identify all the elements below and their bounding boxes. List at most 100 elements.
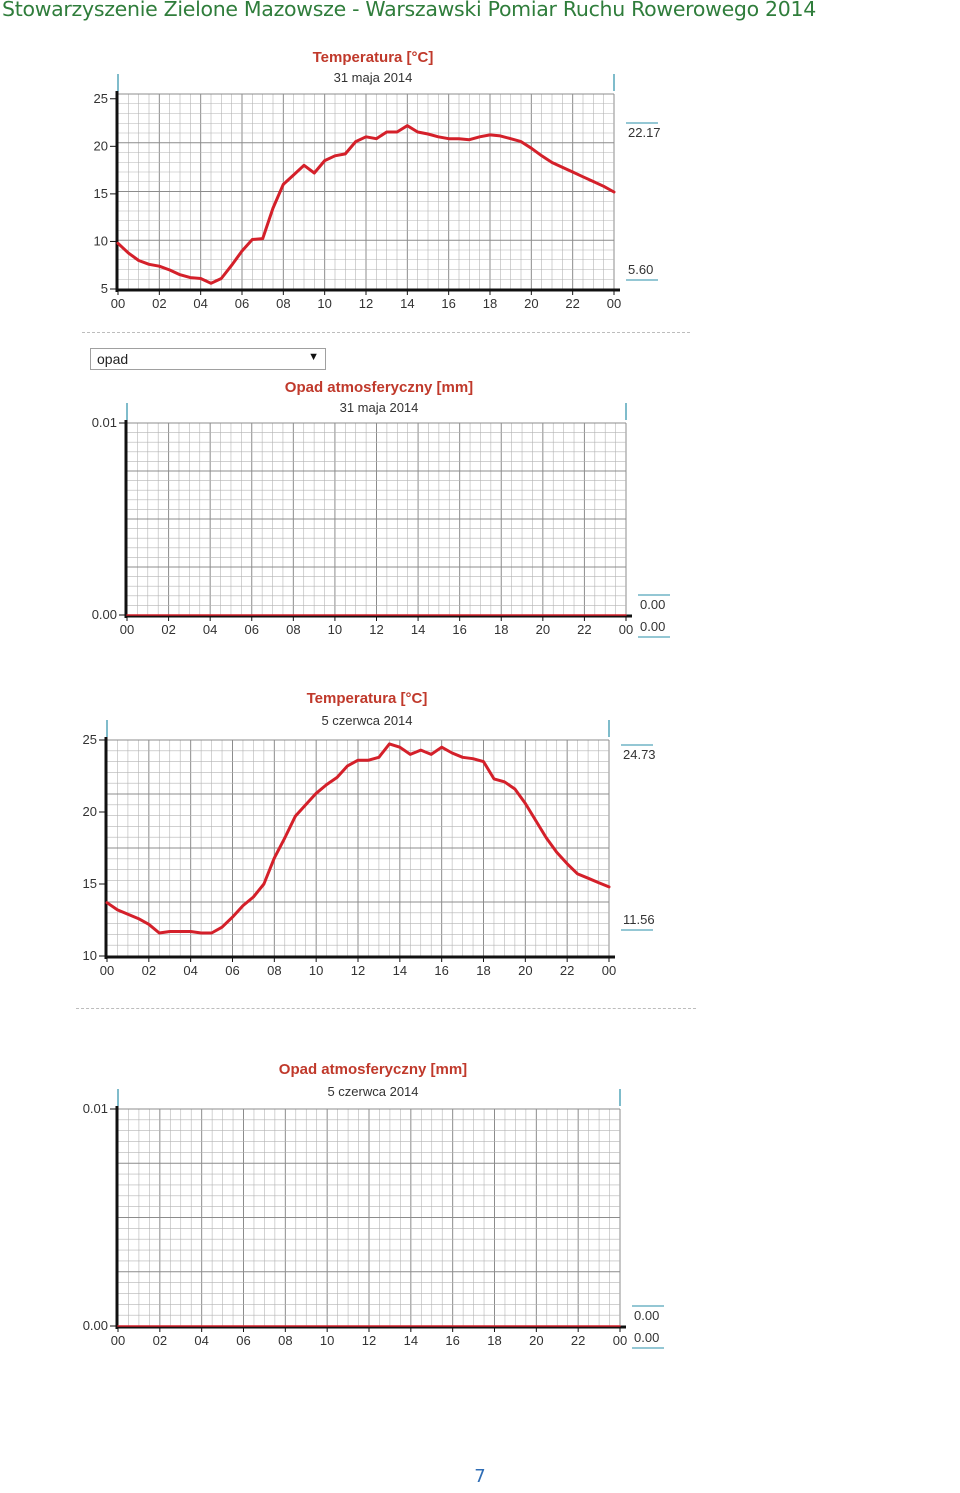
- x-tick-label: 04: [183, 963, 197, 978]
- x-tick-label: 10: [309, 963, 323, 978]
- x-tick-label: 12: [359, 296, 373, 311]
- y-tick-label: 0.00: [92, 607, 117, 622]
- x-tick-label: 02: [153, 1333, 167, 1348]
- x-tick-label: 00: [100, 963, 114, 978]
- y-tick-label: 15: [94, 186, 108, 201]
- y-tick-label: 25: [94, 91, 108, 106]
- x-tick-label: 04: [193, 296, 207, 311]
- precipitation-chart-may-31: 0.00 0.01 00 02 04 06 08 10 12 14 16 18 20 22 00 Opad a…: [92, 379, 670, 638]
- x-tick-label: 00: [111, 1333, 125, 1348]
- x-tick-label: 16: [445, 1333, 459, 1348]
- min-value-label: 5.60: [628, 262, 653, 277]
- y-tick-label: 5: [101, 281, 108, 296]
- x-tick-label: 20: [524, 296, 538, 311]
- x-tick-label: 16: [452, 622, 466, 637]
- x-tick-label: 14: [411, 622, 425, 637]
- x-tick-label: 08: [278, 1333, 292, 1348]
- x-tick-label: 22: [577, 622, 591, 637]
- y-tick-label: 15: [83, 876, 97, 891]
- measurement-select[interactable]: opad ▼: [90, 348, 326, 370]
- x-tick-label: 18: [494, 622, 508, 637]
- chart-title: Opad atmosferyczny [mm]: [285, 379, 473, 396]
- max-value-label: 24.73: [623, 747, 656, 762]
- y-tick-label: 25: [83, 732, 97, 747]
- measurement-select-value: opad: [97, 351, 129, 367]
- y-tick-label: 10: [83, 948, 97, 963]
- x-tick-label: 14: [404, 1333, 418, 1348]
- min-value-label: 11.56: [623, 912, 655, 927]
- x-tick-label: 20: [529, 1333, 543, 1348]
- y-tick-label: 0.01: [83, 1101, 108, 1116]
- chart-subtitle: 5 czerwca 2014: [327, 1084, 418, 1099]
- chevron-down-icon: ▼: [308, 351, 319, 363]
- precipitation-chart-june-5: 0.00 0.01 00 02 04 06 08 10 12 14 16 18 20 22 00 Opad a…: [83, 1061, 664, 1349]
- x-tick-label: 00: [120, 622, 134, 637]
- x-tick-label: 00: [111, 296, 125, 311]
- x-tick-label: 06: [235, 296, 249, 311]
- chart-grid: [117, 93, 615, 290]
- chart-subtitle: 31 maja 2014: [340, 400, 419, 415]
- y-tick-label: 10: [94, 233, 108, 248]
- x-tick-label: 14: [393, 963, 407, 978]
- x-tick-label: 12: [362, 1333, 376, 1348]
- chart-title: Opad atmosferyczny [mm]: [279, 1061, 467, 1078]
- page-number: 7: [474, 1466, 486, 1487]
- max-value-label: 22.17: [628, 125, 661, 140]
- temperature-chart-may-31: 5 10 15 20 25 00 02 04 06 08 10 12 14 16 18 20 22 00 Tempe…: [94, 49, 661, 311]
- y-tick-label: 0.00: [83, 1318, 108, 1333]
- x-tick-label: 22: [560, 963, 574, 978]
- x-tick-label: 02: [142, 963, 156, 978]
- x-tick-label: 22: [565, 296, 579, 311]
- max-value-label: 0.00: [634, 1308, 659, 1323]
- x-tick-label: 20: [518, 963, 532, 978]
- temperature-chart-june-5: 10 15 20 25 00 02 04 06 08 10 12 14 16 18 20 22 00 Temper…: [83, 690, 656, 978]
- y-tick-label: 20: [83, 804, 97, 819]
- x-tick-label: 14: [400, 296, 414, 311]
- min-value-label: 0.00: [634, 1330, 659, 1345]
- x-tick-label: 08: [286, 622, 300, 637]
- chart-grid: [117, 1108, 621, 1327]
- x-tick-label: 06: [245, 622, 259, 637]
- x-tick-label: 18: [476, 963, 490, 978]
- x-tick-label: 18: [483, 296, 497, 311]
- chart-title: Temperatura [°C]: [307, 690, 428, 707]
- chart-title: Temperatura [°C]: [313, 49, 434, 66]
- x-tick-label: 02: [152, 296, 166, 311]
- x-tick-label: 04: [203, 622, 217, 637]
- x-tick-label: 20: [536, 622, 550, 637]
- chart-plot-area: 10 15 20 25 00 02 04 06 08 10 12 14 16 18 20 22 00 Temper…: [83, 690, 656, 978]
- x-tick-label: 04: [194, 1333, 208, 1348]
- x-tick-label: 02: [161, 622, 175, 637]
- chart-plot-area: 0.00 0.01 00 02 04 06 08 10 12 14 16 18 20 22 00 Opad a…: [83, 1061, 664, 1349]
- chart-grid: [126, 422, 627, 616]
- x-tick-label: 06: [225, 963, 239, 978]
- section-divider: [82, 332, 690, 333]
- chart-subtitle: 5 czerwca 2014: [321, 713, 412, 728]
- section-divider: [76, 1008, 696, 1009]
- series-line: [116, 124, 616, 285]
- y-tick-label: 20: [94, 138, 108, 153]
- x-tick-label: 18: [487, 1333, 501, 1348]
- document-header: Stowarzyszenie Zielone Mazowsze - Warsza…: [2, 0, 817, 21]
- chart-subtitle: 31 maja 2014: [334, 70, 413, 85]
- x-tick-label: 16: [441, 296, 455, 311]
- x-tick-label: 10: [320, 1333, 334, 1348]
- x-tick-label: 12: [369, 622, 383, 637]
- x-tick-label: 22: [571, 1333, 585, 1348]
- x-tick-label: 08: [267, 963, 281, 978]
- x-tick-label: 06: [236, 1333, 250, 1348]
- x-tick-label: 00: [607, 296, 621, 311]
- x-tick-label: 08: [276, 296, 290, 311]
- y-tick-label: 0.01: [92, 415, 117, 430]
- x-tick-label: 00: [619, 622, 633, 637]
- series-line: [105, 742, 611, 935]
- chart-grid: [106, 739, 610, 957]
- min-value-label: 0.00: [640, 619, 665, 634]
- chart-plot-area: 5 10 15 20 25 00 02 04 06 08 10 12 14 16 18 20 22 00 Tempe…: [94, 49, 661, 311]
- x-tick-label: 00: [602, 963, 616, 978]
- x-tick-label: 16: [434, 963, 448, 978]
- x-tick-label: 10: [317, 296, 331, 311]
- chart-plot-area: 0.00 0.01 00 02 04 06 08 10 12 14 16 18 20 22 00 Opad a…: [92, 379, 670, 638]
- x-tick-label: 12: [351, 963, 365, 978]
- x-tick-label: 10: [328, 622, 342, 637]
